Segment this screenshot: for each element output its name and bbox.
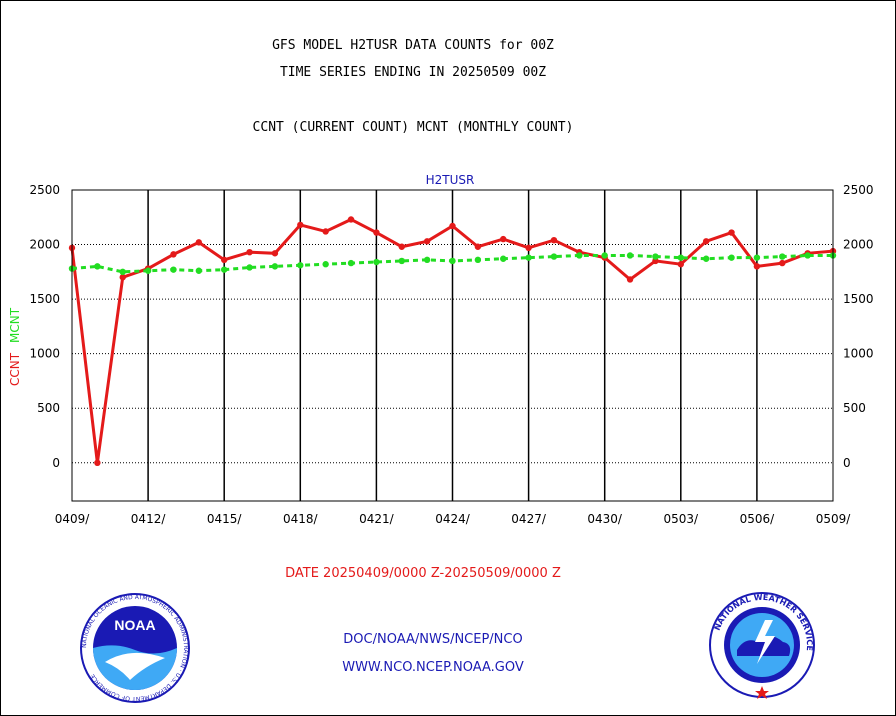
data-point-ccnt [753,263,761,270]
data-point-mcnt [423,256,431,264]
x-tick-label: 0506/ [740,512,776,526]
data-point-ccnt [322,228,329,235]
data-point-ccnt [195,239,203,246]
noaa-logo-text: NOAA [114,617,155,633]
data-point-ccnt [449,222,456,230]
data-point-mcnt [347,259,355,267]
data-point-mcnt [322,261,329,268]
data-point-ccnt [525,244,532,252]
data-point-mcnt [753,254,761,261]
data-point-mcnt [373,258,380,266]
plot-title: H2TUSR [426,173,475,187]
data-point-ccnt [779,259,786,267]
data-point-mcnt [652,253,659,260]
data-point-mcnt [195,267,203,274]
data-point-mcnt [297,262,304,269]
y-tick-label-right: 2500 [843,183,874,197]
tick-layer: 0 0 500 500 1000 1000 1500 1500 2000 2000 2500 2500… [29,183,873,526]
y-tick-label-right: 500 [843,401,866,415]
data-point-ccnt [347,216,355,223]
y-tick-label-right: 0 [843,456,851,470]
ylabel-mcnt: MCNT [8,307,22,343]
nws-logo: NATIONAL WEATHER SERVICE [709,592,815,699]
data-point-ccnt [702,238,710,245]
data-point-mcnt [398,257,405,265]
x-tick-label: 0427/ [511,512,547,526]
x-tick-label: 0415/ [207,512,243,526]
data-point-mcnt [474,256,482,264]
data-point-ccnt [626,276,634,283]
x-tick-label: 0409/ [55,512,91,526]
data-point-ccnt [246,249,253,256]
y-tick-label-left: 1500 [29,292,60,306]
chart-title-line3: CCNT (CURRENT COUNT) MCNT (MONTHLY COUNT… [252,120,574,135]
x-tick-label: 0430/ [587,512,623,526]
data-point-mcnt [144,267,152,274]
data-point-ccnt [373,229,380,236]
data-point-mcnt [246,264,253,271]
data-point-mcnt [702,255,710,262]
data-point-mcnt [119,268,126,276]
data-point-mcnt [601,252,608,259]
y-tick-label-left: 2000 [29,238,60,252]
y-tick-label-right: 2000 [843,238,874,252]
series-layer [68,216,837,467]
data-point-mcnt [576,252,583,259]
y-tick-label-left: 1000 [29,347,60,361]
noaa-logo: NOAA NATIONAL OCEANIC AND ATMOSPHERIC AD… [80,593,190,703]
ylabel-ccnt: CCNT [8,352,22,386]
data-point-ccnt [474,243,482,250]
chart-title-line1: GFS MODEL H2TUSR DATA COUNTS for 00Z [272,38,554,53]
data-point-mcnt [525,254,532,261]
data-point-ccnt [119,274,126,281]
x-tick-label: 0503/ [664,512,700,526]
data-point-mcnt [94,263,101,270]
data-point-ccnt [221,256,228,264]
x-tick-label: 0424/ [435,512,471,526]
x-tick-label: 0421/ [359,512,395,526]
data-point-ccnt [297,221,304,229]
data-point-ccnt [550,236,558,244]
data-point-ccnt [94,459,101,467]
date-range-label: DATE 20250409/0000 Z-20250509/0000 Z [285,566,561,581]
plot-border [71,189,834,502]
data-point-mcnt [550,253,558,260]
y-tick-label-left: 500 [37,401,60,415]
x-tick-label: 0418/ [283,512,319,526]
data-point-mcnt [221,266,228,273]
data-point-mcnt [728,254,735,261]
y-tick-label-left: 2500 [29,183,60,197]
org-label: DOC/NOAA/NWS/NCEP/NCO [343,632,523,647]
data-point-ccnt [677,261,684,268]
data-point-mcnt [271,263,279,270]
x-tick-label: 0509/ [816,512,852,526]
data-point-mcnt [500,255,507,262]
data-point-ccnt [728,229,735,236]
data-point-mcnt [677,254,684,261]
data-point-ccnt [423,238,431,245]
url-label[interactable]: WWW.NCO.NCEP.NOAA.GOV [342,660,524,675]
y-tick-label-right: 1000 [843,347,874,361]
data-point-mcnt [626,252,634,259]
data-point-ccnt [398,243,405,250]
data-point-mcnt [170,266,177,273]
data-point-mcnt [779,253,786,260]
data-point-ccnt [500,235,507,243]
y-tick-label-left: 0 [52,456,60,470]
data-point-ccnt [170,251,177,258]
data-point-mcnt [449,257,456,265]
data-point-ccnt [271,250,279,257]
x-tick-label: 0412/ [131,512,167,526]
y-tick-label-right: 1500 [843,292,874,306]
data-point-mcnt [804,252,811,259]
chart-title-line2: TIME SERIES ENDING IN 20250509 00Z [279,65,547,80]
